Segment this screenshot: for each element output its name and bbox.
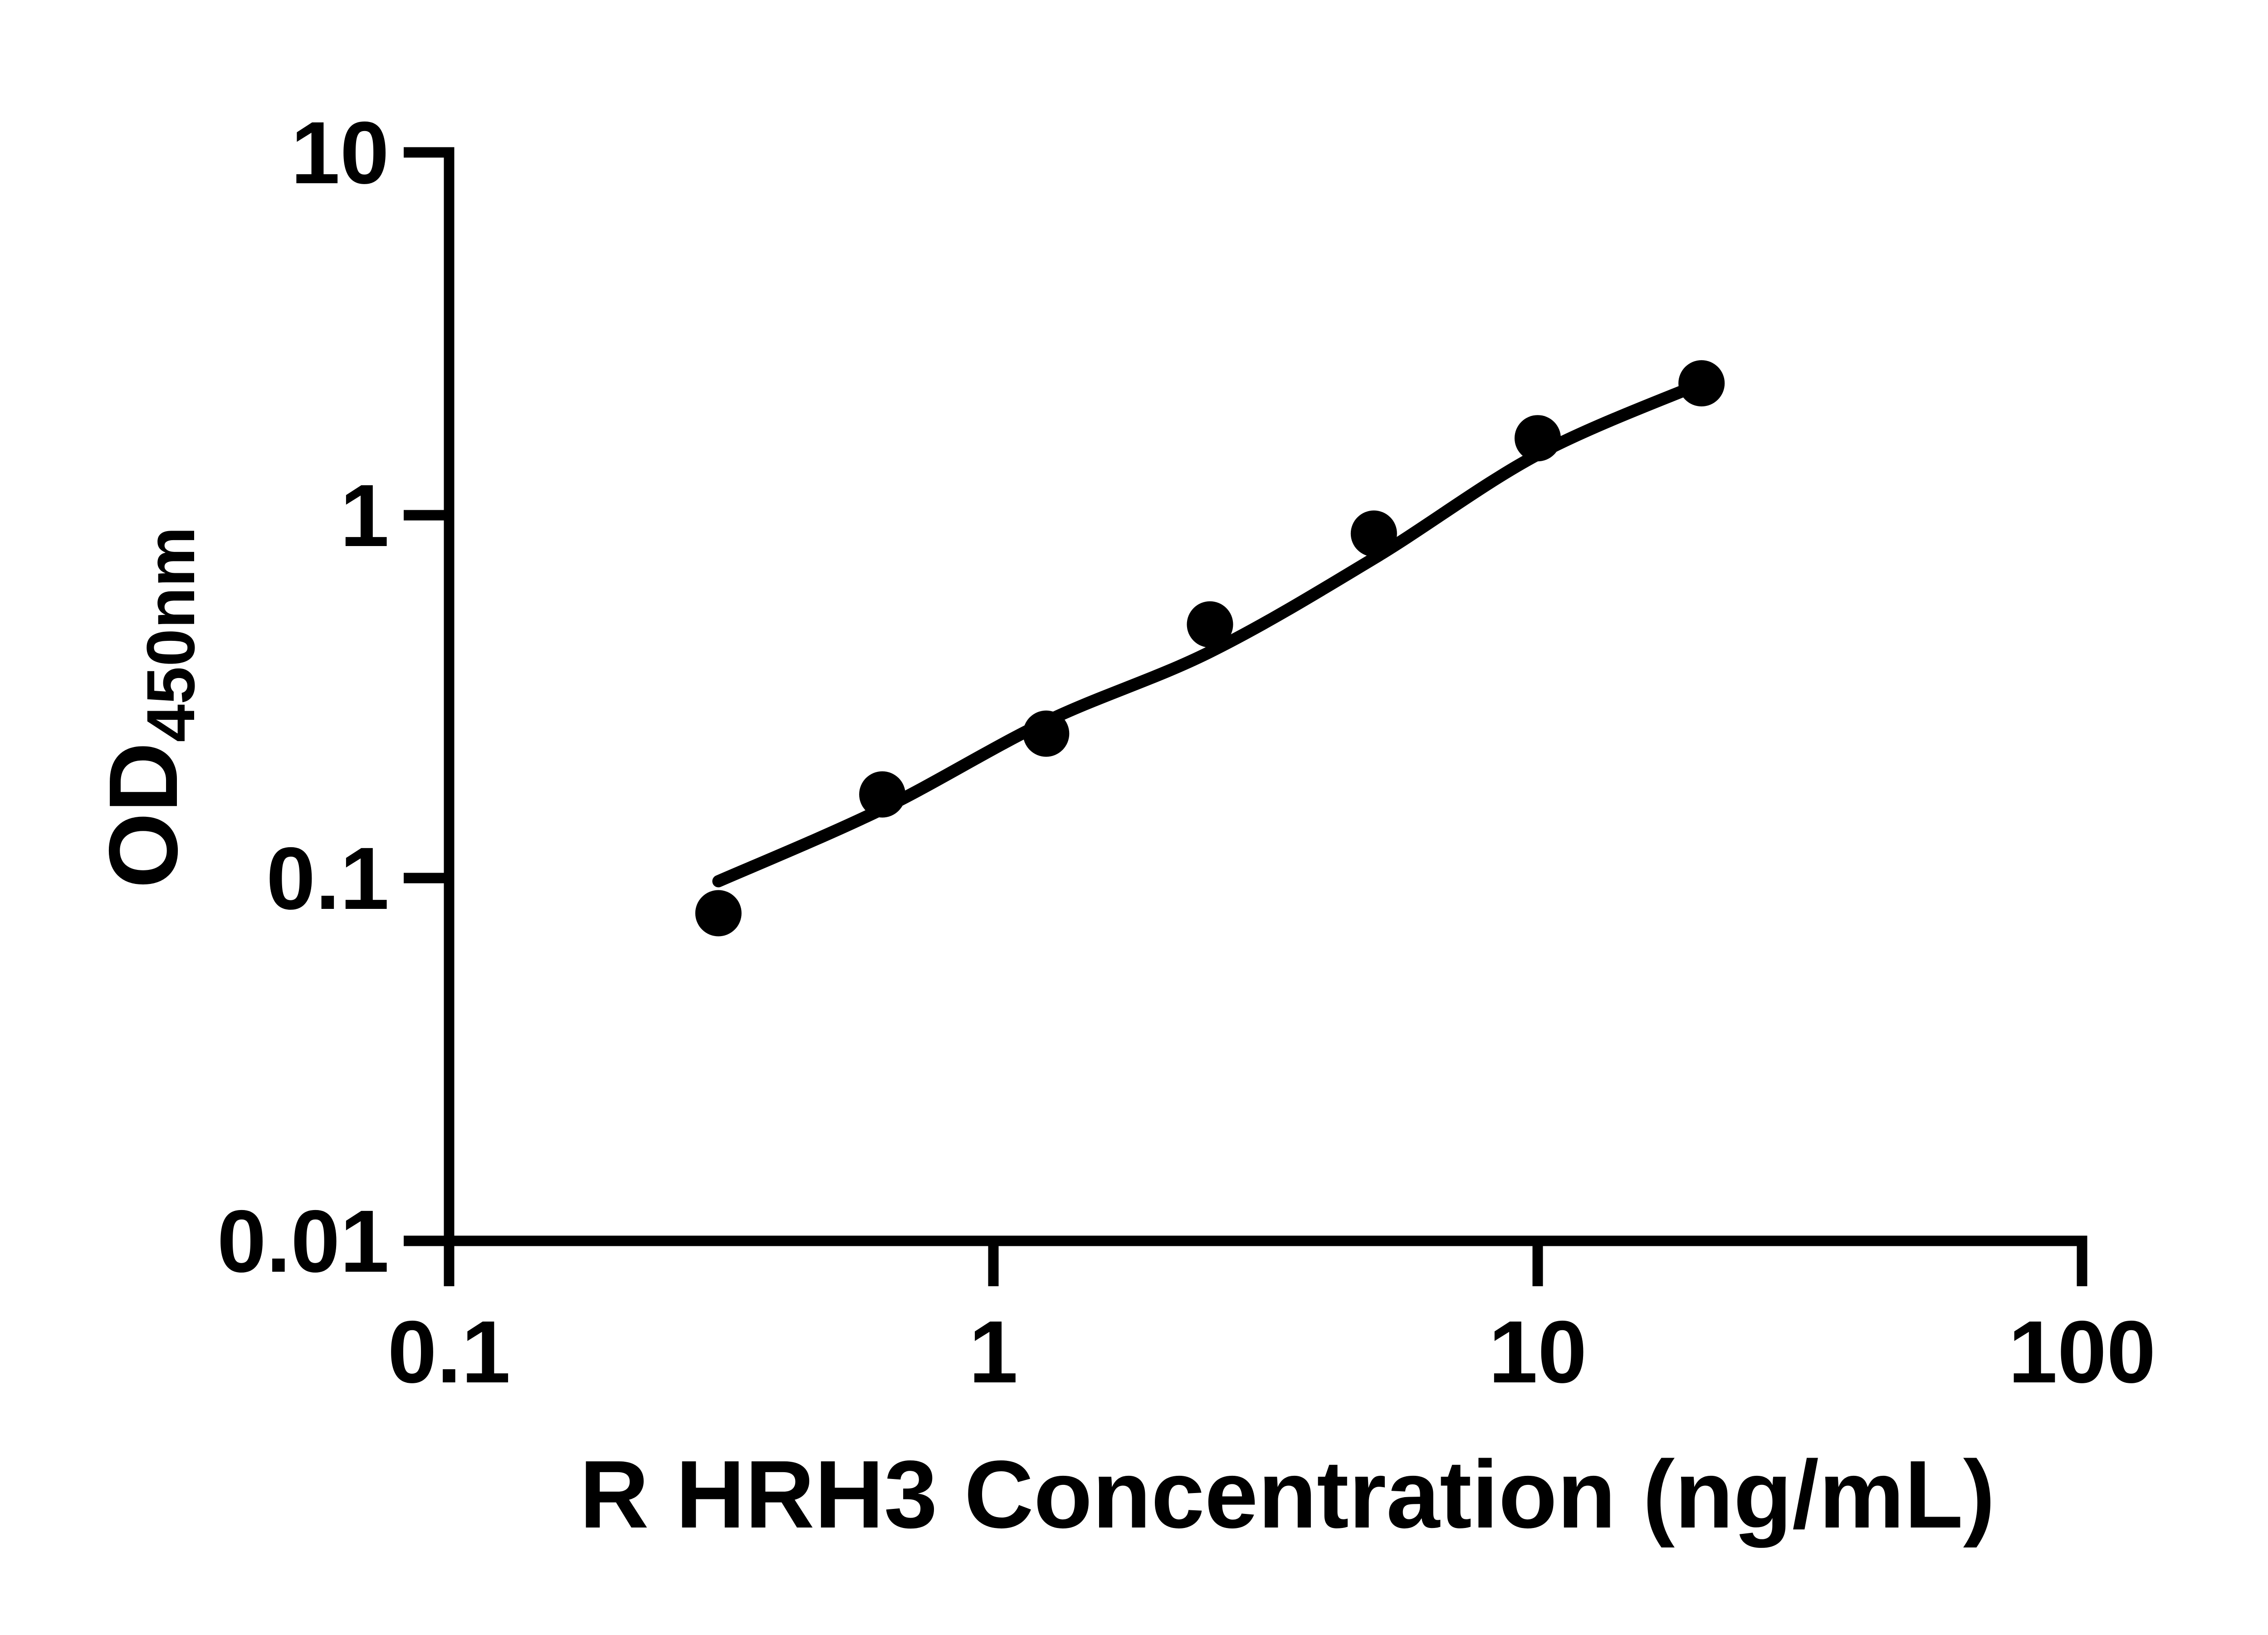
data-point	[1023, 710, 1070, 757]
data-point	[1678, 360, 1725, 407]
tick-labels: 0.1 1 10 100 10 1 0.1 0.01	[217, 103, 2156, 1401]
axes	[444, 147, 2087, 1246]
x-tick-label: 1	[969, 1303, 1018, 1401]
y-tick-label: 1	[340, 466, 389, 565]
data-point	[1515, 415, 1561, 462]
x-tick-label: 10	[1489, 1303, 1587, 1401]
y-tick-label: 0.1	[266, 829, 389, 928]
data-points	[695, 360, 1725, 937]
x-tick-label: 100	[2008, 1303, 2156, 1401]
x-tick-label: 0.1	[387, 1303, 510, 1401]
data-point	[1187, 601, 1233, 648]
data-point	[695, 890, 742, 937]
data-point	[1350, 510, 1397, 557]
x-axis-title: R HRH3 Concentration (ng/mL)	[580, 1440, 1995, 1548]
y-tick-label: 10	[291, 103, 389, 202]
y-tick-label: 0.01	[217, 1192, 389, 1291]
y-axis-title: OD450nm	[88, 527, 209, 888]
tick-marks	[404, 147, 2087, 1286]
data-point	[859, 771, 906, 818]
